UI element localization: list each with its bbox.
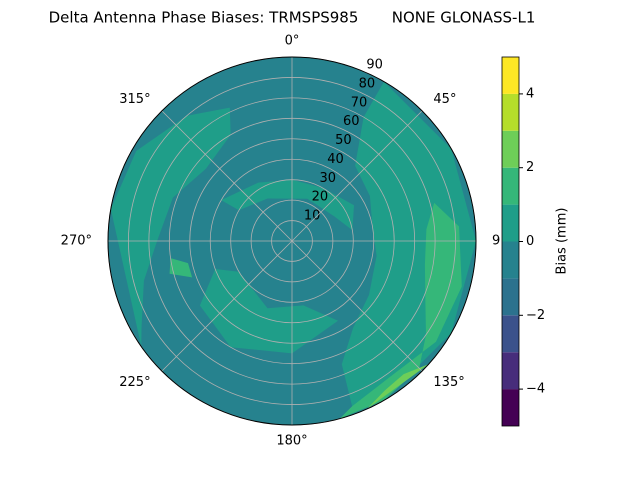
angular-grid-line [291, 110, 423, 242]
contour-region [339, 202, 462, 419]
colorbar-band [502, 130, 519, 168]
theta-tick-label: 270° [61, 234, 92, 249]
colorbar-band [502, 352, 519, 390]
theta-tick-label: 315° [119, 92, 150, 107]
chart-title: Delta Antenna Phase Biases: TRMSPS985 NO… [49, 9, 536, 27]
contour-region [110, 107, 231, 347]
theta-tick-label: 225° [119, 375, 150, 390]
colorbar-label: Bias (mm) [555, 208, 570, 275]
colorbar-band [502, 57, 519, 94]
r-tick-label: 90 [366, 58, 383, 73]
contour-region [366, 364, 429, 410]
r-tick-label: 70 [351, 95, 368, 110]
colorbar-tick-label: −2 [526, 308, 545, 323]
colorbar-band [502, 204, 519, 242]
colorbar-tick-label: 4 [526, 86, 534, 101]
r-tick-label: 30 [319, 171, 336, 186]
theta-tick-label: 135° [433, 375, 464, 390]
colorbar-band [502, 241, 519, 279]
polar-frame [107, 56, 477, 426]
colorbar-band [502, 93, 519, 131]
contour-region [199, 269, 338, 354]
angular-grid-line [291, 240, 423, 372]
theta-tick-label: 0° [285, 34, 300, 49]
contour-region [169, 258, 193, 278]
r-tick-label: 40 [327, 152, 344, 167]
r-tick-label: 60 [343, 114, 360, 129]
colorbar-tick-label: 2 [526, 160, 534, 175]
theta-tick-label: 180° [276, 434, 307, 449]
r-tick-label: 10 [304, 209, 321, 224]
colorbar-band [502, 167, 519, 205]
colorbar-band [502, 278, 519, 316]
theta-tick-label: 45° [433, 92, 456, 107]
colorbar-band [502, 389, 519, 426]
r-tick-label: 80 [359, 76, 376, 91]
angular-grid-line [161, 110, 293, 242]
r-tick-label: 20 [312, 190, 329, 205]
colorbar-tick-label: 0 [526, 234, 534, 249]
angular-grid-line [161, 240, 293, 372]
colorbar-band [502, 315, 519, 353]
r-tick-label: 50 [335, 133, 352, 148]
colorbar-tick-label: −4 [526, 382, 545, 397]
